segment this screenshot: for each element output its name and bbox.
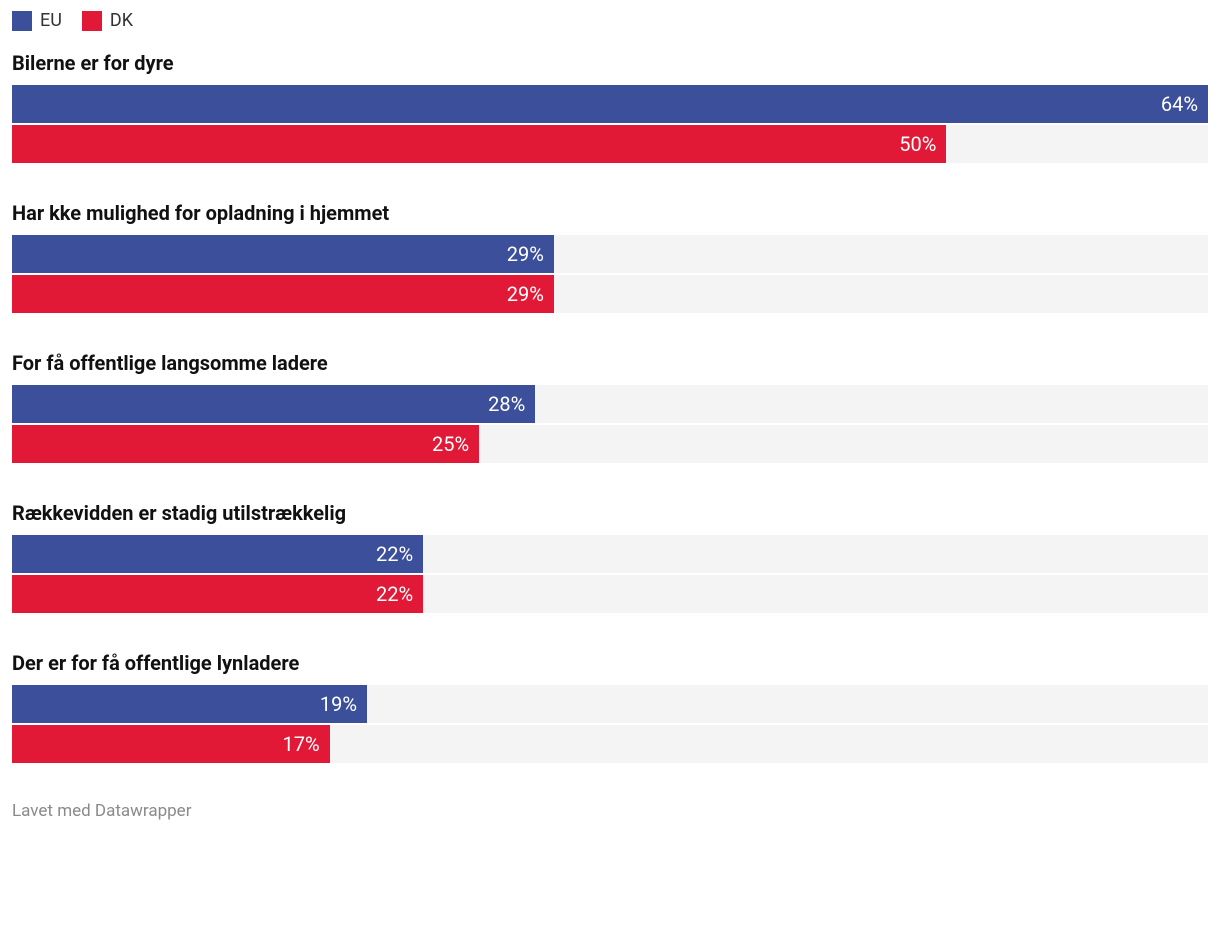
legend-swatch-dk xyxy=(82,11,102,31)
bar-row-eu: 19% xyxy=(12,685,1208,723)
bar-fill-eu: 19% xyxy=(12,685,367,723)
group-title: Rækkevidden er stadig utilstrækkelig xyxy=(12,501,1208,525)
bar-fill-eu: 29% xyxy=(12,235,554,273)
chart-group: For få offentlige langsomme ladere 28% 25% xyxy=(12,351,1208,463)
bar-value-label: 29% xyxy=(507,282,544,306)
bar-value-label: 50% xyxy=(899,132,936,156)
bar-fill-eu: 28% xyxy=(12,385,535,423)
legend-label-eu: EU xyxy=(40,10,62,31)
chart-group: Har kke mulighed for opladning i hjemmet… xyxy=(12,201,1208,313)
legend-item-dk: DK xyxy=(82,10,133,31)
bar-value-label: 22% xyxy=(376,582,413,606)
legend-label-dk: DK xyxy=(110,10,133,31)
bar-fill-dk: 25% xyxy=(12,425,479,463)
bar-fill-dk: 17% xyxy=(12,725,330,763)
credit-text: Lavet med Datawrapper xyxy=(12,801,1208,821)
chart-group: Rækkevidden er stadig utilstrækkelig 22% 2… xyxy=(12,501,1208,613)
bar-fill-dk: 22% xyxy=(12,575,423,613)
group-title: Der er for få offentlige lynladere xyxy=(12,651,1208,675)
bar-value-label: 29% xyxy=(507,242,544,266)
group-title: Bilerne er for dyre xyxy=(12,51,1208,75)
bar-row-dk: 17% xyxy=(12,725,1208,763)
legend-swatch-eu xyxy=(12,11,32,31)
bar-row-eu: 29% xyxy=(12,235,1208,273)
group-title: Har kke mulighed for opladning i hjemmet xyxy=(12,201,1208,225)
bar-fill-eu: 22% xyxy=(12,535,423,573)
bar-row-dk: 25% xyxy=(12,425,1208,463)
bar-row-eu: 64% xyxy=(12,85,1208,123)
chart-group: Der er for få offentlige lynladere 19%17% xyxy=(12,651,1208,763)
bar-fill-dk: 29% xyxy=(12,275,554,313)
chart-group: Bilerne er for dyre 64% 50% xyxy=(12,51,1208,163)
bar-row-eu: 22% xyxy=(12,535,1208,573)
bar-value-label: 25% xyxy=(432,432,469,456)
group-title: For få offentlige langsomme ladere xyxy=(12,351,1208,375)
legend: EU DK xyxy=(12,10,1208,31)
chart-container: EU DK Bilerne er for dyre 64% 50% Har kke m… xyxy=(0,0,1220,841)
bar-value-label: 64% xyxy=(1161,92,1198,116)
bar-value-label: 22% xyxy=(376,542,413,566)
bar-value-label: 28% xyxy=(488,392,525,416)
bar-row-dk: 29% xyxy=(12,275,1208,313)
legend-item-eu: EU xyxy=(12,10,62,31)
bar-row-dk: 50% xyxy=(12,125,1208,163)
bar-row-eu: 28% xyxy=(12,385,1208,423)
bar-value-label: 17% xyxy=(283,732,320,756)
bar-row-dk: 22% xyxy=(12,575,1208,613)
bar-value-label: 19% xyxy=(320,692,357,716)
bar-fill-dk: 50% xyxy=(12,125,946,163)
chart-groups: Bilerne er for dyre 64% 50% Har kke mulighe… xyxy=(12,51,1208,763)
bar-fill-eu: 64% xyxy=(12,85,1208,123)
